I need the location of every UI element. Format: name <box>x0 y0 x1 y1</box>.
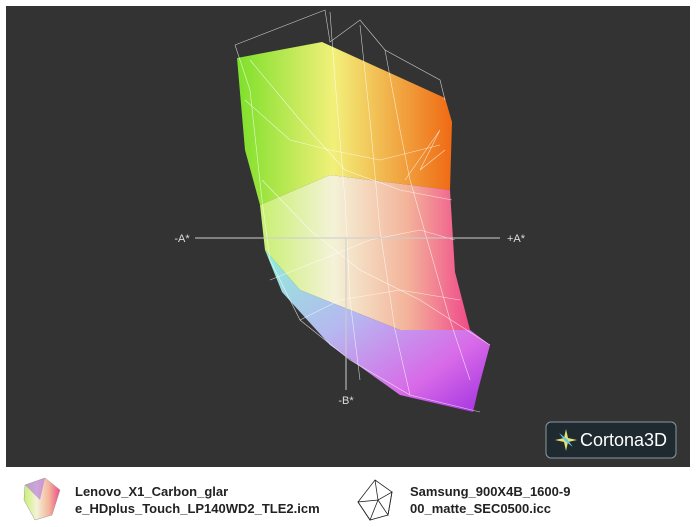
logo-box[interactable] <box>545 421 677 459</box>
logo[interactable]: Cortona3D <box>545 421 677 459</box>
logo-star <box>555 429 577 451</box>
legend-text: e_HDplus_Touch_LP140WD2_TLE2.icm <box>75 501 320 516</box>
legend-text: Samsung_900X4B_1600-9 <box>410 484 570 499</box>
legend-text: 00_matte_SEC0500.icc <box>410 501 551 516</box>
legend: Lenovo_X1_Carbon_glar e_HDplus_Touch_LP1… <box>23 477 570 521</box>
legend-icon <box>357 479 393 521</box>
axis-label: -B* <box>338 395 354 407</box>
axes <box>195 237 500 390</box>
legend-icon <box>23 477 61 521</box>
gamut-solid <box>237 42 490 412</box>
gamut-wireframe <box>234 9 491 413</box>
axis-label: +A* <box>507 233 526 245</box>
axis-label: -A* <box>174 233 190 245</box>
legend-text: Lenovo_X1_Carbon_glar <box>75 484 228 499</box>
logo-text: Cortona3D <box>580 430 667 450</box>
